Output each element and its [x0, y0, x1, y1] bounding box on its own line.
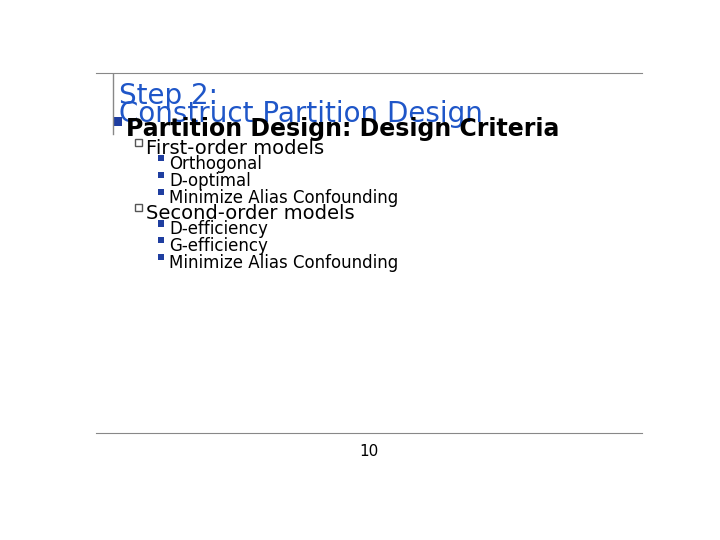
Text: Minimize Alias Confounding: Minimize Alias Confounding [169, 189, 398, 207]
Text: 10: 10 [359, 444, 379, 458]
Bar [135, 204, 142, 211]
Bar [158, 220, 164, 226]
Bar [158, 189, 164, 195]
Text: Second-order models: Second-order models [145, 204, 354, 223]
Text: Orthogonal: Orthogonal [169, 155, 262, 173]
Text: D-optimal: D-optimal [169, 172, 251, 190]
Bar [158, 237, 164, 244]
Text: Partition Design: Design Criteria: Partition Design: Design Criteria [127, 117, 560, 141]
Bar [135, 139, 142, 146]
Bar [158, 254, 164, 260]
Text: Construct Partition Design: Construct Partition Design [120, 100, 483, 128]
Text: Step 2:: Step 2: [120, 82, 218, 110]
Text: Minimize Alias Confounding: Minimize Alias Confounding [169, 254, 398, 272]
Text: G-efficiency: G-efficiency [169, 237, 268, 255]
Bar [113, 117, 122, 126]
Text: First-order models: First-order models [145, 139, 324, 158]
Bar [158, 155, 164, 161]
Bar [158, 172, 164, 178]
Text: D-efficiency: D-efficiency [169, 220, 268, 238]
